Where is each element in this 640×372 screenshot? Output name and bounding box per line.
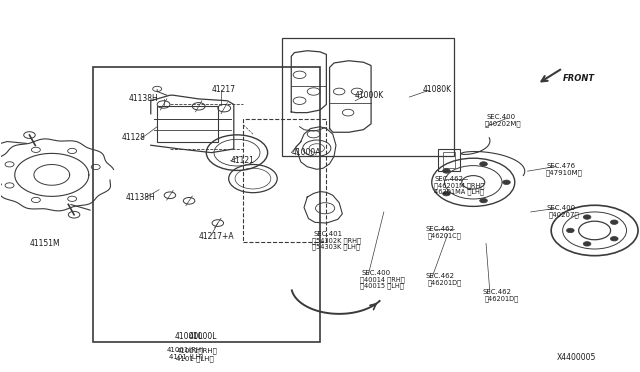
Text: FRONT: FRONT: [563, 74, 595, 83]
Bar: [282, 38, 454, 156]
Text: SEC.401: SEC.401: [314, 231, 343, 237]
Bar: [443, 151, 456, 168]
Circle shape: [480, 198, 488, 203]
Circle shape: [566, 228, 574, 233]
Circle shape: [502, 180, 510, 185]
Bar: [243, 119, 326, 241]
Text: 〴40014 〈RH〉: 〴40014 〈RH〉: [360, 276, 405, 283]
Circle shape: [443, 192, 450, 196]
Text: SEC.462: SEC.462: [483, 289, 512, 295]
Text: 〴40207〵: 〴40207〵: [548, 212, 579, 218]
Circle shape: [480, 162, 488, 166]
Text: 41001⟨RH⟩: 41001⟨RH⟩: [167, 347, 205, 353]
Text: 46201MA 〈LH〉: 46201MA 〈LH〉: [434, 188, 484, 195]
Text: 4101 ⟨LH⟩: 4101 ⟨LH⟩: [168, 353, 204, 360]
Text: 41000L: 41000L: [175, 331, 204, 341]
Text: 〴54303K 〈LH〉: 〴54303K 〈LH〉: [312, 244, 360, 250]
Text: 〴40202M〵: 〴40202M〵: [484, 121, 522, 128]
Text: SEC.400: SEC.400: [547, 205, 576, 211]
Text: 〴40015 〈LH〉: 〴40015 〈LH〉: [360, 283, 404, 289]
Text: SEC.462: SEC.462: [435, 176, 464, 182]
Bar: [438, 149, 461, 171]
Text: 41001〈RH〉: 41001〈RH〉: [176, 347, 217, 354]
Text: 〴46201C〵: 〴46201C〵: [428, 232, 461, 238]
Text: 〴46201D〵: 〴46201D〵: [428, 279, 461, 286]
Text: SEC.400: SEC.400: [362, 270, 390, 276]
Text: 〴46201M 〈RH〉: 〴46201M 〈RH〉: [434, 182, 484, 189]
Text: 41121: 41121: [230, 155, 255, 164]
Text: 4101 〈LH〉: 4101 〈LH〉: [176, 355, 214, 362]
Text: SEC.400: SEC.400: [486, 115, 515, 121]
Text: 41138H: 41138H: [125, 193, 155, 202]
Text: 41128: 41128: [122, 133, 146, 142]
Text: SEC.476: SEC.476: [547, 163, 576, 169]
Text: 41217+A: 41217+A: [198, 231, 234, 241]
Text: 41138H: 41138H: [129, 94, 158, 103]
Text: SEC.462: SEC.462: [426, 273, 454, 279]
Text: X4400005: X4400005: [556, 353, 596, 362]
Text: 〴47910M〵: 〴47910M〵: [545, 169, 582, 176]
Circle shape: [611, 237, 618, 241]
Text: 41080K: 41080K: [422, 85, 451, 94]
Text: 〴54302K 〈RH〉: 〴54302K 〈RH〉: [312, 238, 362, 244]
Circle shape: [583, 215, 591, 219]
Text: 41000K: 41000K: [355, 91, 385, 100]
Bar: [93, 67, 320, 341]
Text: SEC.462: SEC.462: [426, 226, 454, 232]
Text: 41217: 41217: [211, 85, 236, 94]
Text: 41000L: 41000L: [189, 331, 218, 341]
Text: 〴46201D〵: 〴46201D〵: [484, 295, 519, 302]
Bar: [157, 106, 218, 141]
Text: 41000A: 41000A: [291, 148, 321, 157]
Circle shape: [443, 169, 450, 173]
Circle shape: [583, 242, 591, 246]
Text: 41151M: 41151M: [29, 239, 60, 248]
Circle shape: [611, 220, 618, 224]
